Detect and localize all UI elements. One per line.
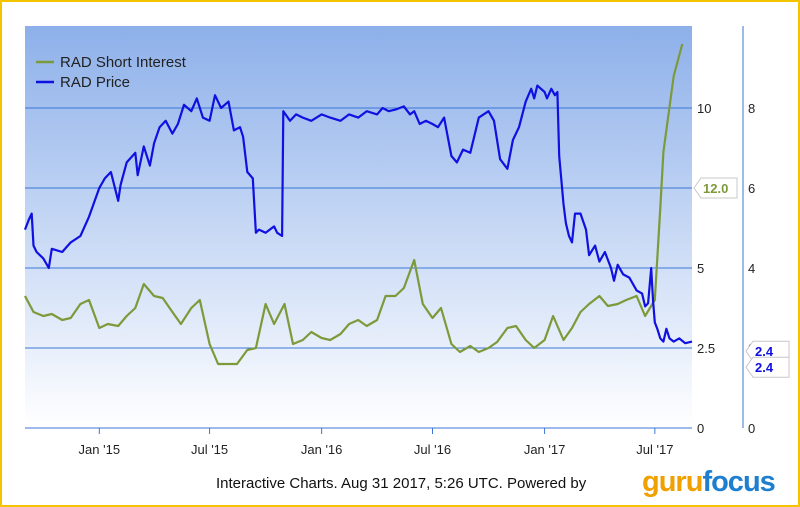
credit-text: Interactive Charts. Aug 31 2017, 5:26 UT… — [216, 475, 587, 492]
left-tick-label-2: 5 — [697, 261, 704, 276]
legend-label-0[interactable]: RAD Short Interest — [60, 54, 187, 71]
grid-layer — [25, 107, 692, 434]
x-tick-label-0: Jan '15 — [79, 442, 121, 457]
series-layer[interactable] — [23, 43, 693, 366]
x-tick-label-5: Jul '17 — [636, 442, 673, 457]
logo-part-focus: focus — [702, 466, 775, 498]
legend[interactable]: RAD Short Interest RAD Price — [36, 54, 187, 91]
right-tick-label-3: 6 — [748, 181, 755, 196]
value-tag-text-1: 12.0 — [703, 181, 728, 196]
x-tick-label-1: Jul '15 — [191, 442, 228, 457]
x-tick-label-4: Jan '17 — [524, 442, 566, 457]
value-tag-text-2: 2.4 — [755, 344, 774, 359]
logo-part-guru: guru — [642, 466, 703, 498]
left-tick-label-1: 2.5 — [697, 341, 715, 356]
x-tick-label-3: Jul '16 — [414, 442, 451, 457]
plot-background — [25, 26, 692, 428]
series-line-0[interactable] — [24, 43, 684, 366]
value-tag-1 — [693, 177, 738, 199]
tag-layer: 12.012.02.42.4 — [693, 177, 790, 378]
left-tick-label-3: 10 — [697, 101, 711, 116]
right-tick-label-4: 8 — [748, 101, 755, 116]
legend-label-1[interactable]: RAD Price — [60, 74, 130, 91]
chart-svg: Jan '15 Jul '15 Jan '16 Jul '16 Jan '17 Jul '… — [23, 26, 790, 457]
series-line-1[interactable] — [23, 84, 693, 345]
footer: Interactive Charts. Aug 31 2017, 5:26 UT… — [2, 466, 800, 502]
value-tag-text-3: 2.4 — [755, 360, 774, 375]
right-tick-label-0: 0 — [748, 421, 755, 436]
axis-layer: Jan '15 Jul '15 Jan '16 Jul '16 Jan '17 Jul '… — [25, 26, 755, 457]
left-tick-label-0: 0 — [697, 421, 704, 436]
x-tick-label-2: Jan '16 — [301, 442, 343, 457]
right-tick-label-2: 4 — [748, 261, 755, 276]
value-tag-3 — [745, 356, 790, 378]
gurufocus-logo[interactable]: gurufocus — [642, 466, 776, 499]
